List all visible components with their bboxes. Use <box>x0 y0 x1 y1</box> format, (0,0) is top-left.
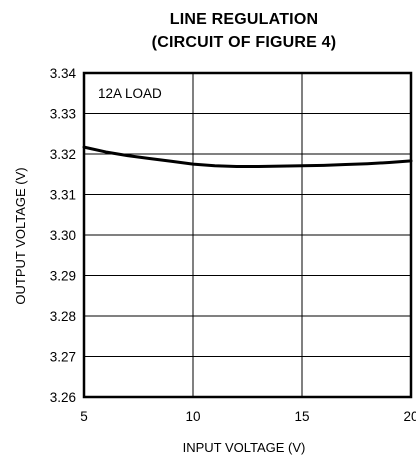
chart-title: LINE REGULATION <box>170 11 318 28</box>
chart-subtitle: (CIRCUIT OF FIGURE 4) <box>152 34 337 51</box>
y-axis-label: OUTPUT VOLTAGE (V) <box>13 167 28 304</box>
x-tick-labels: 5 10 15 20 <box>80 409 416 424</box>
x-tick-label: 5 <box>80 409 88 424</box>
y-tick-label: 3.30 <box>50 228 76 243</box>
y-tick-label: 3.31 <box>50 188 76 203</box>
y-tick-label: 3.29 <box>50 269 76 284</box>
x-axis-label: INPUT VOLTAGE (V) <box>183 440 306 455</box>
y-tick-labels: 3.26 3.27 3.28 3.29 3.30 3.31 3.32 3.33 3.34 <box>50 66 77 405</box>
grid-lines <box>83 72 412 398</box>
y-tick-label: 3.28 <box>50 309 76 324</box>
load-annotation: 12A LOAD <box>98 86 162 101</box>
x-tick-label: 10 <box>185 409 200 424</box>
plot-frame <box>82 71 413 399</box>
y-tick-label: 3.27 <box>50 350 76 365</box>
y-tick-label: 3.34 <box>50 66 77 81</box>
y-tick-label: 3.33 <box>50 107 76 122</box>
x-tick-label: 15 <box>294 409 309 424</box>
x-tick-label: 20 <box>403 409 416 424</box>
y-tick-label: 3.26 <box>50 390 76 405</box>
y-tick-label: 3.32 <box>50 147 76 162</box>
series-line-12a-load <box>82 145 413 169</box>
